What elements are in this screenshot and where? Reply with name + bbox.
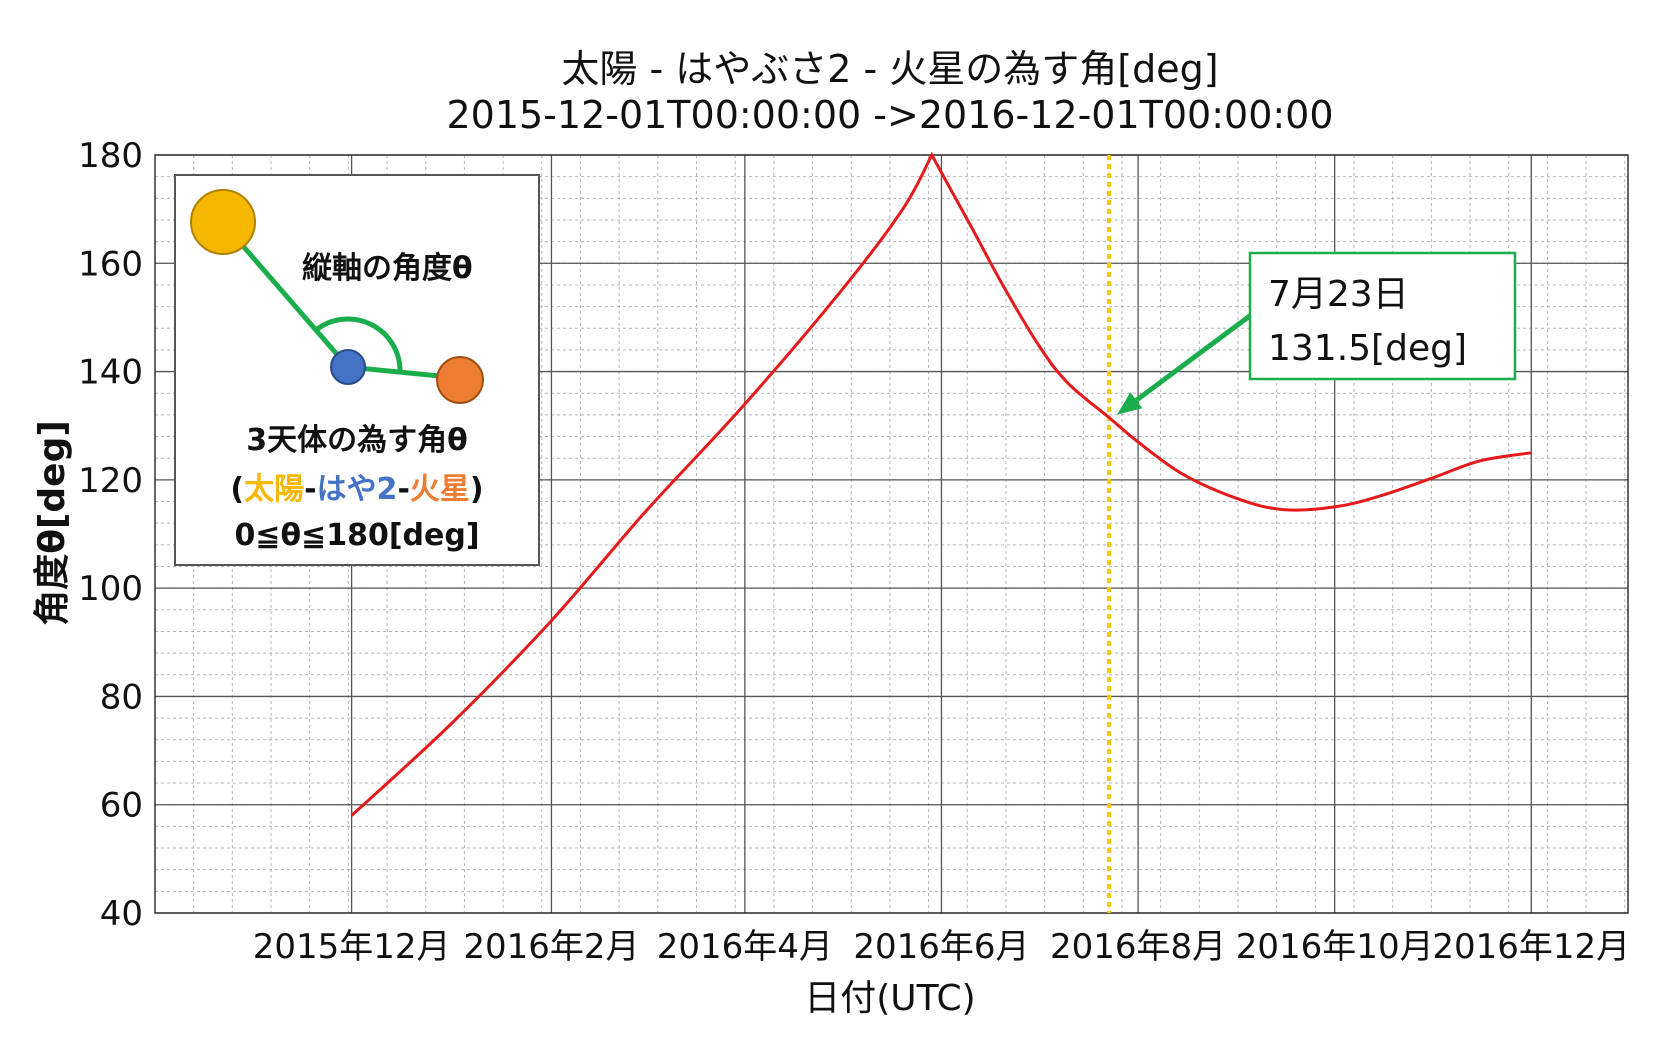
x-tick-label: 2016年12月 xyxy=(1432,927,1630,967)
mars-icon xyxy=(437,357,483,403)
hayabusa2-icon xyxy=(331,350,365,384)
y-tick-label: 180 xyxy=(78,136,143,176)
y-tick-label: 120 xyxy=(78,461,143,501)
x-tick-labels: 2015年12月 2016年2月 2016年4月 2016年6月 2016年8月 2016… xyxy=(253,927,1630,967)
legend-line1: 3天体の為す角θ xyxy=(246,423,467,458)
callout-arrow xyxy=(1136,312,1255,400)
sun-icon xyxy=(191,190,255,254)
legend-line2: (太陽-はや2-火星) xyxy=(230,472,483,507)
y-tick-label: 160 xyxy=(78,244,143,284)
x-tick-label: 2016年10月 xyxy=(1236,927,1434,967)
x-tick-label: 2015年12月 xyxy=(253,927,451,967)
legend-dash1: - xyxy=(304,472,316,507)
legend: 縦軸の角度θ 3天体の為す角θ (太陽-はや2-火星) 0≦θ≦180[deg] xyxy=(175,175,539,565)
legend-range: 0≦θ≦180[deg] xyxy=(234,518,479,553)
legend-mars-label: 火星 xyxy=(410,472,470,507)
x-tick-label: 2016年8月 xyxy=(1050,927,1226,967)
legend-paren-open: ( xyxy=(230,472,244,507)
x-axis-label: 日付(UTC) xyxy=(804,978,975,1019)
y-tick-labels: 40 60 80 100 120 140 160 180 xyxy=(78,136,143,934)
chart-svg: 40 60 80 100 120 140 160 180 2015年12月 2016年2月 201… xyxy=(0,0,1658,1042)
legend-sun-label: 太陽 xyxy=(244,472,304,507)
legend-vertical-axis-label: 縦軸の角度θ xyxy=(302,251,473,286)
x-tick-label: 2016年6月 xyxy=(853,927,1029,967)
callout: 7月23日 131.5[deg] xyxy=(1117,253,1515,415)
x-tick-label: 2016年2月 xyxy=(463,927,639,967)
y-tick-label: 60 xyxy=(100,786,143,826)
y-tick-label: 140 xyxy=(78,353,143,393)
y-tick-label: 40 xyxy=(100,894,143,934)
legend-paren-close: ) xyxy=(470,472,484,507)
y-tick-label: 100 xyxy=(78,569,143,609)
chart-title: 太陽 - はやぶさ2 - 火星の為す角[deg] xyxy=(561,47,1218,91)
x-tick-label: 2016年4月 xyxy=(657,927,833,967)
callout-date: 7月23日 xyxy=(1268,274,1409,315)
callout-value: 131.5[deg] xyxy=(1268,328,1467,369)
y-tick-label: 80 xyxy=(100,677,143,717)
y-axis-label: 角度θ[deg] xyxy=(32,420,73,626)
chart-subtitle: 2015-12-01T00:00:00 ->2016-12-01T00:00:0… xyxy=(446,93,1333,137)
legend-hayabusa-label: はや2 xyxy=(317,472,398,507)
legend-dash2: - xyxy=(397,472,409,507)
